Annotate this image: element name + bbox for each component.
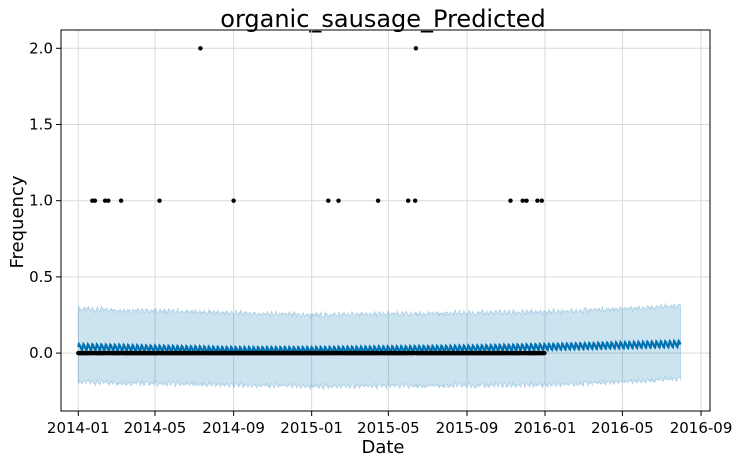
actual-point	[413, 46, 419, 51]
y-tick-label: 1.0	[29, 192, 53, 210]
actual-point	[231, 198, 236, 203]
actual-point	[535, 198, 540, 203]
actual-points-layer	[76, 46, 547, 356]
actual-point	[336, 198, 341, 203]
x-tick-label: 2015-09	[436, 419, 499, 437]
actual-point	[508, 198, 513, 203]
x-axis-ticks: 2014-01 2014-05 2014-09 2015-01 2015-05 2015-…	[47, 411, 732, 437]
x-tick-label: 2016-05	[591, 419, 654, 437]
y-axis-label: Frequency	[7, 175, 28, 268]
forecast-line-layer	[77, 338, 682, 356]
y-tick-label: 0.5	[29, 268, 53, 286]
actual-point	[326, 198, 331, 203]
x-tick-label: 2015-01	[280, 419, 343, 437]
actual-point	[375, 198, 381, 203]
chart-title: organic_sausage_Predicted	[220, 5, 545, 33]
actual-point	[524, 198, 529, 203]
plot-frame	[60, 29, 711, 412]
y-tick-label: 1.5	[29, 115, 53, 133]
actual-point	[106, 198, 111, 203]
y-axis-ticks: 0.0 0.5 1.0 1.5 2.0	[29, 39, 61, 362]
actual-point	[102, 198, 108, 203]
actual-point	[157, 198, 162, 203]
x-tick-label: 2014-09	[202, 419, 265, 437]
actual-point	[520, 198, 525, 203]
x-tick-label: 2014-01	[47, 419, 110, 437]
actual-point	[542, 350, 547, 356]
x-tick-label: 2014-05	[124, 419, 187, 437]
actual-point	[92, 198, 98, 203]
grid-lines	[61, 30, 710, 411]
actual-point	[539, 198, 544, 203]
y-tick-label: 0.0	[29, 344, 53, 362]
x-tick-label: 2016-09	[670, 419, 733, 437]
x-tick-label: 2016-01	[514, 419, 577, 437]
actual-point	[406, 198, 411, 203]
forecast-line	[77, 338, 682, 356]
actual-point	[413, 198, 418, 203]
actual-point	[118, 198, 124, 203]
x-axis-label: Date	[361, 437, 404, 458]
y-tick-label: 2.0	[29, 39, 53, 57]
actual-point	[198, 46, 203, 51]
x-tick-label: 2015-05	[357, 419, 420, 437]
